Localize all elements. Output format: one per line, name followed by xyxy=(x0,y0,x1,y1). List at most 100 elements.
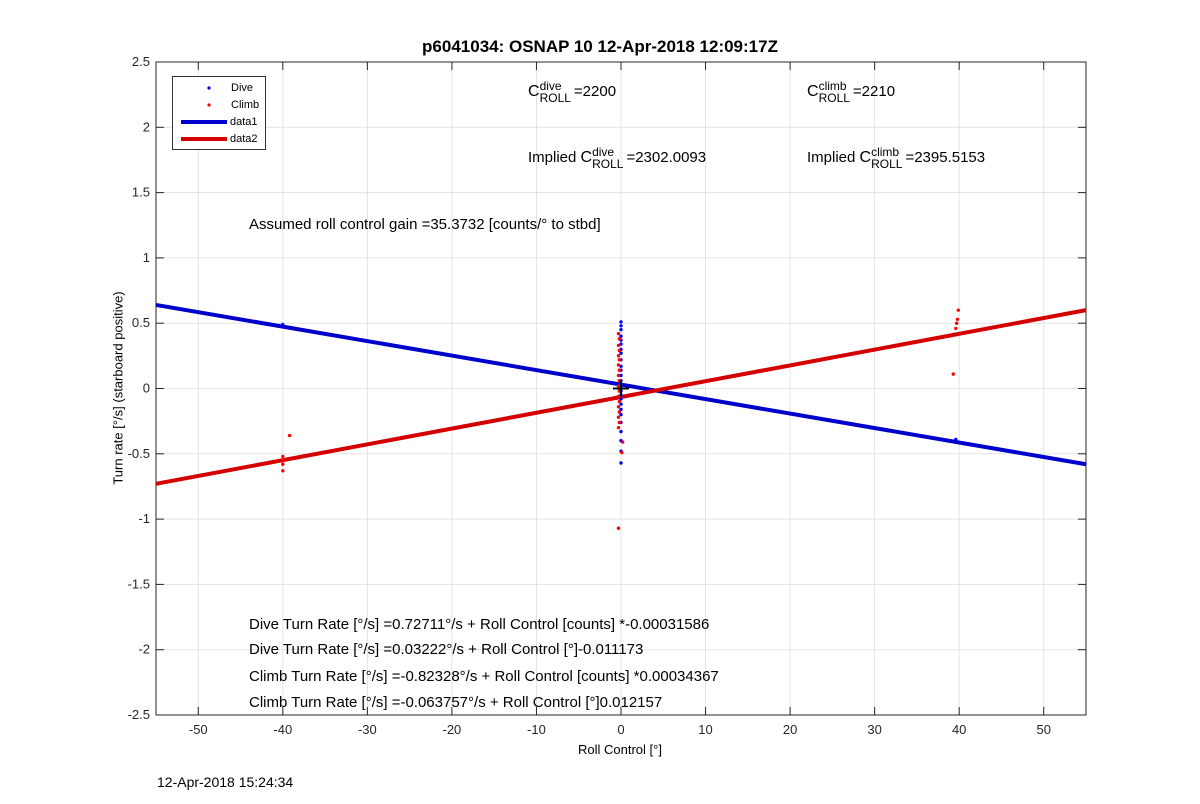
c-roll-climb-sub: ROLL xyxy=(818,91,850,105)
y-tick-label: 1 xyxy=(143,250,150,265)
point-climb xyxy=(620,450,624,455)
point-climb xyxy=(616,354,621,358)
legend: Dive Climb data1 data2 xyxy=(172,76,266,150)
x-tick-label: -20 xyxy=(443,722,462,737)
c-roll-dive-sub: ROLL xyxy=(539,91,571,105)
point-dive xyxy=(619,397,623,401)
c-roll-climb-symbol: C xyxy=(807,82,819,100)
point-climb xyxy=(955,317,960,321)
point-dive xyxy=(619,429,623,434)
point-climb xyxy=(617,358,622,362)
y-tick-label: -1.5 xyxy=(128,576,150,591)
point-climb xyxy=(616,331,621,336)
point-dive xyxy=(619,351,623,355)
climb-equation-degrees: Climb Turn Rate [°/s] =-0.063757°/s + Ro… xyxy=(249,694,663,711)
point-dive xyxy=(619,407,623,412)
x-tick-label: 20 xyxy=(783,722,797,737)
dive-equation-degrees: Dive Turn Rate [°/s] =0.03222°/s + Roll … xyxy=(249,641,644,658)
point-dive xyxy=(619,324,623,328)
implied-climb-sup: climb xyxy=(871,145,900,159)
point-climb xyxy=(616,425,621,430)
legend-line-data2 xyxy=(181,137,227,141)
x-tick-label: 40 xyxy=(952,722,966,737)
legend-label-climb: Climb xyxy=(231,99,260,111)
y-tick-label: 0.5 xyxy=(132,315,150,330)
x-tick-label: 0 xyxy=(617,722,624,737)
y-tick-label: 2 xyxy=(143,119,150,134)
point-dive xyxy=(619,342,623,346)
point-dive xyxy=(619,461,623,465)
point-climb xyxy=(617,348,622,353)
y-tick-label: -1 xyxy=(138,511,150,526)
point-climb xyxy=(617,337,622,341)
point-climb xyxy=(616,363,621,367)
series-line-data2 xyxy=(155,308,1087,486)
point-climb xyxy=(616,415,621,419)
legend-item-dive: Dive xyxy=(173,81,265,95)
c-roll-dive-sup: dive xyxy=(539,79,562,93)
point-dive xyxy=(281,322,285,327)
point-climb xyxy=(281,454,285,459)
c-roll-dive-symbol: C xyxy=(528,82,540,100)
implied-climb-sub: ROLL xyxy=(871,157,903,171)
implied-climb-symbol: C xyxy=(859,148,872,166)
print-timestamp: 12-Apr-2018 15:24:34 xyxy=(157,774,294,790)
point-dive xyxy=(619,412,623,417)
legend-marker-climb xyxy=(207,103,211,107)
c-roll-dive-value: =2200 xyxy=(573,82,617,100)
y-axis-label: Turn rate [°/s] (starboard positive) xyxy=(110,291,126,485)
y-tick-label: 1.5 xyxy=(132,185,150,200)
x-tick-label: -30 xyxy=(358,722,377,737)
implied-dive-symbol: C xyxy=(580,148,593,166)
point-climb xyxy=(617,399,622,404)
legend-label-dive: Dive xyxy=(231,82,254,94)
x-axis-label: Roll Control [°] xyxy=(578,742,662,757)
c-roll-climb-value: =2210 xyxy=(852,82,896,100)
point-climb xyxy=(287,433,292,438)
point-climb xyxy=(620,440,625,444)
point-dive xyxy=(619,364,623,368)
legend-item-data2: data2 xyxy=(173,132,265,146)
implied-dive-value: =2302.0093 xyxy=(626,148,707,166)
legend-item-data1: data1 xyxy=(173,115,265,129)
point-climb xyxy=(951,372,955,376)
x-tick-label: 30 xyxy=(867,722,881,737)
point-climb xyxy=(616,343,621,348)
climb-equation-counts: Climb Turn Rate [°/s] =-0.82328°/s + Rol… xyxy=(249,668,719,685)
x-tick-label: -10 xyxy=(527,722,546,737)
point-dive xyxy=(619,328,623,332)
point-climb xyxy=(616,405,621,409)
legend-item-climb: Climb xyxy=(173,98,265,112)
x-tick-label: 10 xyxy=(698,722,712,737)
point-dive xyxy=(619,320,623,324)
point-climb xyxy=(616,373,621,378)
y-tick-label: 2.5 xyxy=(132,54,150,69)
implied-dive-sup: dive xyxy=(592,145,615,159)
point-climb xyxy=(616,384,621,388)
y-tick-label: -2 xyxy=(138,642,150,657)
legend-label-data2: data2 xyxy=(230,133,258,145)
y-tick-label: -2.5 xyxy=(128,707,150,722)
legend-label-data1: data1 xyxy=(230,116,258,128)
point-climb xyxy=(954,326,958,331)
legend-line-data1 xyxy=(181,120,227,124)
roll-gain-annotation: Assumed roll control gain =35.3732 [coun… xyxy=(249,216,601,233)
legend-marker-dive xyxy=(207,86,211,90)
point-climb xyxy=(954,321,959,325)
dive-equation-counts: Dive Turn Rate [°/s] =0.72711°/s + Roll … xyxy=(249,616,710,633)
implied-climb-value: =2395.5153 xyxy=(905,148,986,166)
point-climb xyxy=(617,420,622,425)
chart-title: p6041034: OSNAP 10 12-Apr-2018 12:09:17Z xyxy=(422,37,778,56)
implied-dive-prefix: Implied xyxy=(528,148,581,166)
point-climb xyxy=(616,394,621,399)
point-dive xyxy=(619,373,623,378)
point-climb xyxy=(956,308,961,312)
x-tick-label: -40 xyxy=(273,722,292,737)
y-tick-label: 0 xyxy=(143,381,150,396)
point-climb xyxy=(617,410,622,414)
